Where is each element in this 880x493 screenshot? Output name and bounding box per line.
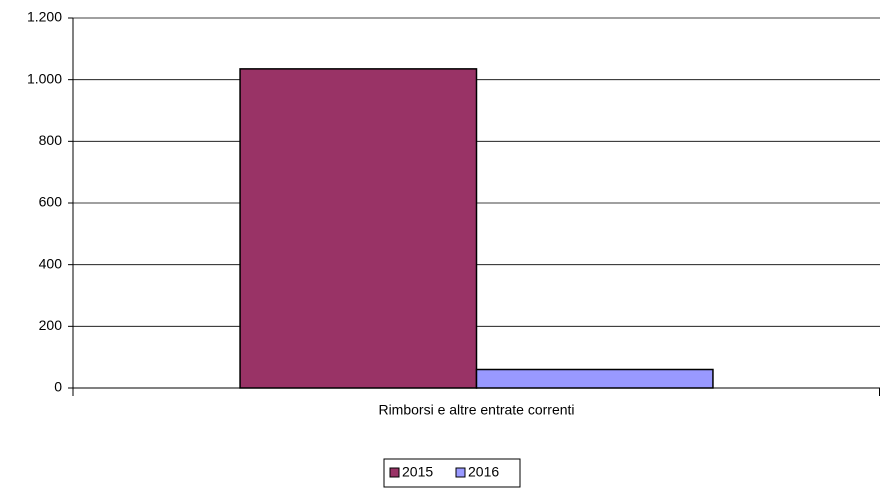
- y-tick-label: 1.000: [27, 70, 62, 86]
- legend-swatch: [455, 467, 466, 478]
- bar: [475, 368, 714, 389]
- y-tick-label: 400: [39, 255, 63, 271]
- bar: [239, 68, 478, 389]
- y-tick-label: 200: [39, 317, 63, 333]
- legend-swatch: [389, 467, 400, 478]
- y-tick-label: 600: [39, 194, 63, 210]
- x-tick-label: Rimborsi e altre entrate correnti: [378, 402, 574, 418]
- legend-box: [383, 458, 521, 488]
- legend-label: 2015: [402, 464, 433, 480]
- y-tick-label: 800: [39, 132, 63, 148]
- y-tick-label: 0: [54, 379, 62, 395]
- y-tick-label: 1.200: [27, 9, 62, 25]
- legend-label: 2016: [468, 464, 499, 480]
